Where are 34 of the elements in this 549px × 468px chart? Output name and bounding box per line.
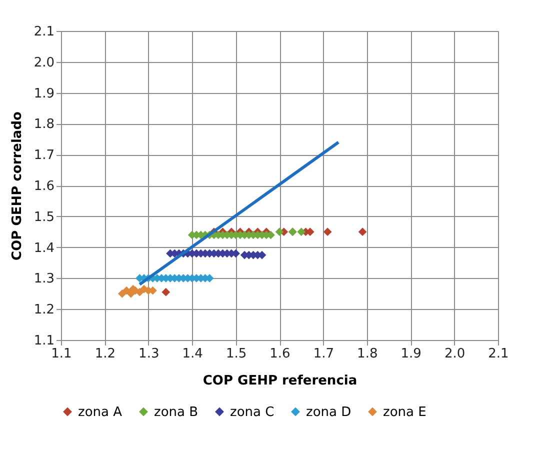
point — [358, 228, 367, 236]
y-tick-label: 1.7 — [34, 148, 54, 164]
y-tick-label: 1.4 — [34, 240, 54, 256]
y-tick-label: 1.9 — [34, 86, 54, 102]
y-tick-label: 1.2 — [34, 302, 54, 318]
y-tick-label: 2.1 — [34, 24, 54, 40]
point — [162, 288, 170, 296]
legend-label: zona A — [78, 404, 122, 420]
legend-label: zona B — [154, 404, 198, 420]
y-axis-title: COP GEHP correlado — [10, 111, 25, 260]
x-tick-label: 1.6 — [270, 346, 290, 362]
legend-label: zona C — [230, 404, 274, 420]
x-tick-label: 2.0 — [444, 346, 466, 362]
y-tick-label: 1.5 — [34, 210, 54, 225]
y-tick-label: 1.3 — [34, 272, 54, 287]
x-tick-label: 1.4 — [182, 346, 203, 362]
point — [323, 228, 332, 236]
x-tick-label: 1.5 — [226, 346, 247, 362]
x-tick-label: 2.1 — [488, 346, 509, 362]
x-tick-label: 1.7 — [313, 346, 334, 362]
x-tick-label: 1.8 — [357, 346, 378, 362]
x-tick-label: 1.2 — [94, 346, 116, 362]
x-tick-label: 1.1 — [51, 346, 72, 362]
x-tick-label: 1.3 — [138, 346, 160, 362]
legend-label: zona D — [306, 404, 352, 420]
x-axis-title: COP GEHP referencia — [202, 374, 358, 388]
y-tick-label: 1.6 — [34, 179, 54, 194]
point — [275, 228, 284, 236]
point — [297, 228, 306, 236]
y-tick-label: 2.0 — [34, 55, 54, 70]
x-tick-label: 1.9 — [400, 346, 422, 362]
legend-label: zona E — [383, 404, 426, 420]
y-tick-label: 1.8 — [34, 117, 54, 132]
y-tick-label: 1.1 — [34, 334, 54, 348]
